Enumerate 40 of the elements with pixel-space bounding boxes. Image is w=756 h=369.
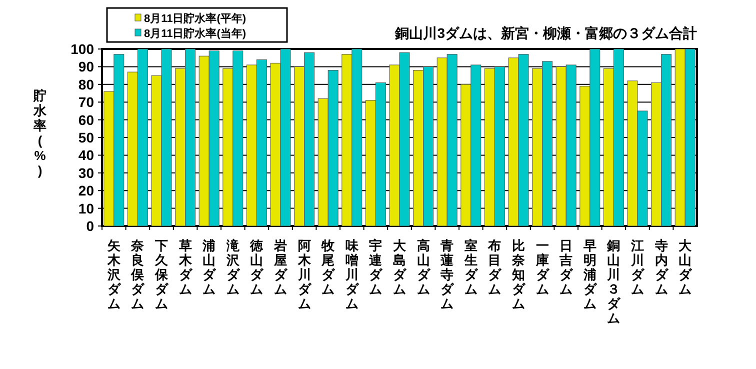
y-tick-label: 90: [78, 58, 94, 75]
x-tick-label: 一庫ダム: [534, 238, 550, 296]
x-tick-label: 下久保ダム: [154, 238, 169, 311]
y-tick-label: 70: [78, 94, 94, 110]
y-axis-title: 貯水率(%): [32, 88, 48, 178]
x-tick-label: 比奈知ダム: [511, 238, 526, 311]
x-tick-label: 日吉ダム: [558, 238, 574, 296]
y-tick-label: 40: [78, 147, 94, 164]
y-tick-label: 100: [70, 41, 94, 57]
y-tick-label: 20: [78, 182, 94, 199]
x-tick-label: 高山ダム: [416, 238, 431, 296]
x-tick-label: 草木ダム: [178, 238, 193, 296]
y-tick-label: 50: [78, 130, 94, 146]
x-tick-label: 岩屋ダム: [273, 238, 288, 296]
y-tick-label: 30: [78, 164, 94, 181]
y-tick-label: 10: [78, 200, 94, 216]
x-tick-label: 牧尾ダム: [320, 238, 336, 296]
x-tick-label: 浦山ダム: [202, 238, 217, 296]
text: 銅山川3ダムは、新宮・柳瀬・富郷の３ダム合計: [394, 25, 697, 41]
x-tick-label: 布目ダム: [487, 238, 502, 296]
x-tick-label: 阿木川ダム: [296, 238, 312, 311]
y-tick-label: 60: [78, 112, 94, 128]
x-tick-label: 徳山ダム: [249, 238, 264, 296]
y-tick-label: 0: [86, 218, 94, 234]
x-tick-label: 銅山川３ダム: [606, 238, 622, 326]
legend-label: 8月11日貯水率(当年): [144, 27, 246, 40]
x-tick-label: 大島ダム: [393, 238, 407, 296]
y-tick-label: 80: [78, 76, 94, 92]
x-tick-label: 寺内ダム: [654, 238, 669, 296]
x-tick-label: 奈良俣ダム: [130, 238, 146, 311]
x-tick-label: 矢木沢ダム: [106, 238, 122, 311]
x-tick-label: 青蓮寺ダム: [440, 238, 455, 311]
x-tick-label: 大山ダム: [678, 238, 693, 296]
x-tick-label: 江川ダム: [630, 238, 645, 296]
x-tick-label: 室生ダム: [463, 238, 478, 296]
x-tick-label: 宇連ダム: [368, 238, 384, 296]
x-tick-label: 早明浦ダム: [582, 238, 598, 311]
legend-label: 8月11日貯水率(平年): [144, 12, 246, 25]
x-tick-label: 味噌川ダム: [344, 238, 360, 311]
x-tick-label: 滝沢ダム: [225, 238, 240, 296]
